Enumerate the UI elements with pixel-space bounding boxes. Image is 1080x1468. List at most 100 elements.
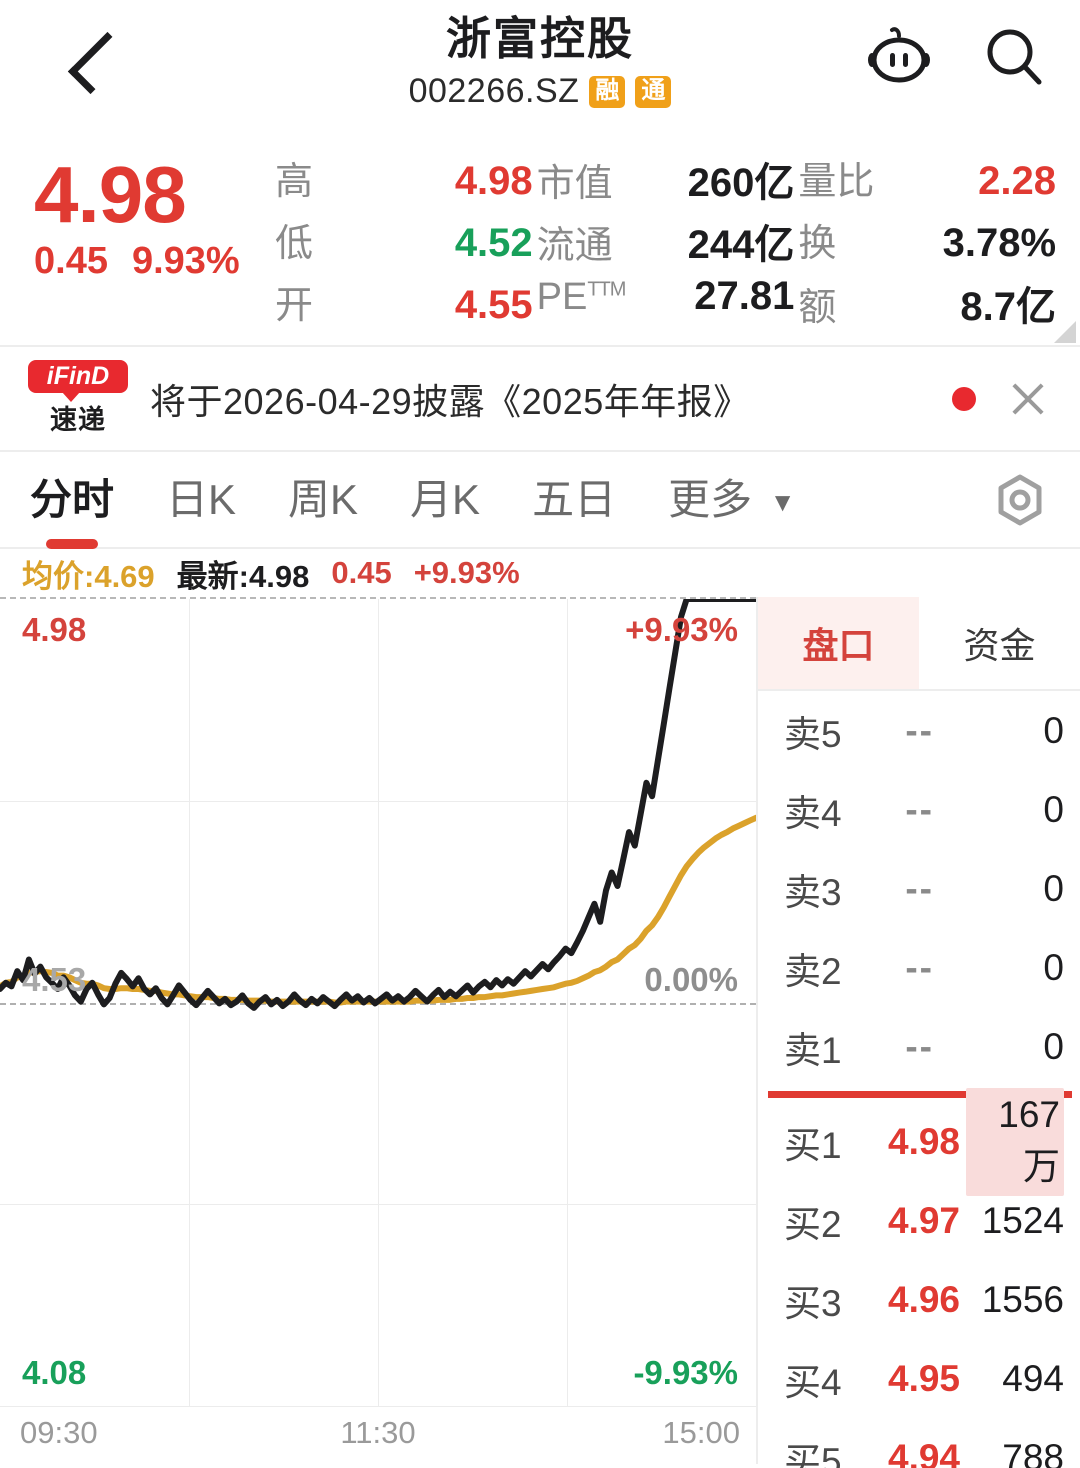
tab-active-underline [46,539,98,549]
tab-orderbook[interactable]: 盘口 [758,597,919,689]
buy-rows: 买1 4.98 167万 买2 4.97 1524 买3 4.96 1556 [758,1087,1080,1468]
row-label: 买4 [784,1361,842,1403]
tab-label: 五日 [532,476,617,523]
stat-value-turnover: 3.78% [942,221,1057,265]
notice-bar[interactable]: iFinD 速递 将于2026-04-29披露《2025年年报》 [0,347,1080,450]
row-label: 买2 [784,1203,842,1245]
stat-row: 开 4.55 [275,274,537,336]
stats-col-mid: 市值 260亿 流通 244亿 PETTM 27.81 [537,136,799,345]
close-icon[interactable] [1006,377,1050,421]
stat-value-open: 4.55 [454,283,533,327]
stat-row: 额 8.7亿 [798,274,1060,336]
row-volume: 788 [1002,1436,1064,1468]
stat-value-pe: 27.81 [694,274,795,318]
x-axis: 09:30 11:30 15:00 [0,1406,756,1464]
table-row[interactable]: 卖5 -- 0 [758,691,1080,770]
table-row[interactable]: 买3 4.96 1556 [758,1260,1080,1339]
table-row[interactable]: 卖3 -- 0 [758,849,1080,928]
chart-settings-button[interactable] [992,472,1048,533]
table-row[interactable]: 买2 4.97 1524 [758,1181,1080,1260]
yaxis-top-left: 4.98 [22,611,87,648]
page-title: 浙富控股 [445,13,634,64]
row-label: 买3 [784,1282,842,1324]
table-row[interactable]: 买4 4.95 494 [758,1339,1080,1418]
robot-button[interactable] [862,20,936,94]
stat-value-marketcap: 260亿 [687,161,795,205]
row-price: -- [905,788,934,830]
tab-fundflow[interactable]: 资金 [963,625,1036,666]
quote-panel[interactable]: 4.98 0.45 9.93% 高 4.98 低 4.52 [0,130,1080,345]
expand-corner-icon[interactable] [1054,321,1076,343]
tab-more[interactable]: 更多 ▼ [668,466,795,533]
table-row[interactable]: 卖4 -- 0 [758,770,1080,849]
table-row[interactable]: 卖1 -- 0 [758,1007,1080,1086]
title-block: 浙富控股 002266.SZ 融 通 [0,10,1080,111]
row-label: 卖4 [784,792,842,834]
bid-ask-separator [768,1091,1072,1098]
row-volume: 1524 [981,1199,1064,1241]
divider [758,689,1080,691]
search-icon [987,29,1042,85]
yaxis-top-right: +9.93% [625,611,738,648]
stat-row: 量比 2.28 [798,150,1060,212]
stat-label-volratio: 量比 [798,161,875,203]
stats-col-right: 量比 2.28 换 3.78% 额 8.7亿 [798,136,1060,345]
tab-fenshi[interactable]: 分时 [30,466,114,549]
ifind-badge: iFinD 速递 [28,360,128,437]
ifind-label: iFinD [28,360,128,402]
stat-label-high: 高 [275,161,314,203]
legend-last: 最新:4.98 [176,558,310,594]
stat-label-low: 低 [275,223,314,265]
row-label: 买1 [784,1124,842,1166]
row-volume: 167万 [966,1087,1064,1196]
row-volume: 0 [1043,709,1064,751]
row-volume: 0 [1043,946,1064,988]
stat-label-float: 流通 [536,225,613,267]
price-change: 0.45 [34,240,108,282]
stat-row: PETTM 27.81 [537,274,799,336]
xtick-mid: 11:30 [340,1415,416,1450]
stat-value-high: 4.98 [454,159,533,203]
table-row[interactable]: 买5 4.94 788 [758,1418,1080,1468]
row-label: 买5 [784,1440,842,1468]
legend-average: 均价:4.69 [22,558,155,594]
stat-value-float: 244亿 [687,223,795,267]
tab-weekk[interactable]: 周K [288,466,358,533]
row-label: 卖1 [784,1029,842,1071]
row-price: -- [905,1025,934,1067]
price-change-pct: 9.93% [131,240,240,282]
row-volume: 494 [1002,1357,1064,1399]
table-row[interactable]: 卖2 -- 0 [758,928,1080,1007]
stat-row: 高 4.98 [275,150,537,212]
tab-monthk[interactable]: 月K [410,466,480,533]
stat-row: 市值 260亿 [537,150,799,212]
yaxis-mid-right: 0.00% [644,960,738,998]
plot-area[interactable]: 4.98 +9.93% 4.53 0.00% 4.08 -9.93% [0,597,756,1406]
tab-dayk[interactable]: 日K [166,466,236,533]
stock-code: 002266.SZ [408,72,580,110]
chart-tabbar: 分时 日K 周K 月K 五日 更多 ▼ [0,452,1080,549]
gridline-h [0,800,756,802]
row-label: 卖2 [784,950,842,992]
order-book-tabs: 盘口 资金 [758,597,1080,689]
row-label: 卖5 [784,713,842,755]
intraday-chart[interactable]: 4.98 +9.93% 4.53 0.00% 4.08 -9.93% 09:30… [0,597,756,1464]
notice-text[interactable]: 将于2026-04-29披露《2025年年报》 [150,380,750,422]
row-volume: 1556 [981,1278,1064,1320]
row-price: -- [905,709,934,751]
row-volume: 0 [1043,1025,1064,1067]
order-book-panel: 盘口 资金 卖5 -- 0 卖4 -- 0 卖 [756,597,1080,1468]
tag-margin: 融 [589,75,626,108]
row-volume: 0 [1043,867,1064,909]
stat-row: 换 3.78% [798,212,1060,274]
tab-label: 更多 [668,476,753,523]
ifind-sublabel: 速递 [50,405,106,435]
xtick-open: 09:30 [20,1415,98,1450]
row-price: -- [905,867,934,909]
search-button[interactable] [978,20,1052,94]
stats-col-left: 高 4.98 低 4.52 开 4.55 [275,136,537,345]
legend-change: 0.45 [331,555,392,590]
table-row[interactable]: 买1 4.98 167万 [758,1087,1080,1196]
stat-label-pe: PETTM [536,276,627,318]
tab-fiveday[interactable]: 五日 [532,466,616,533]
